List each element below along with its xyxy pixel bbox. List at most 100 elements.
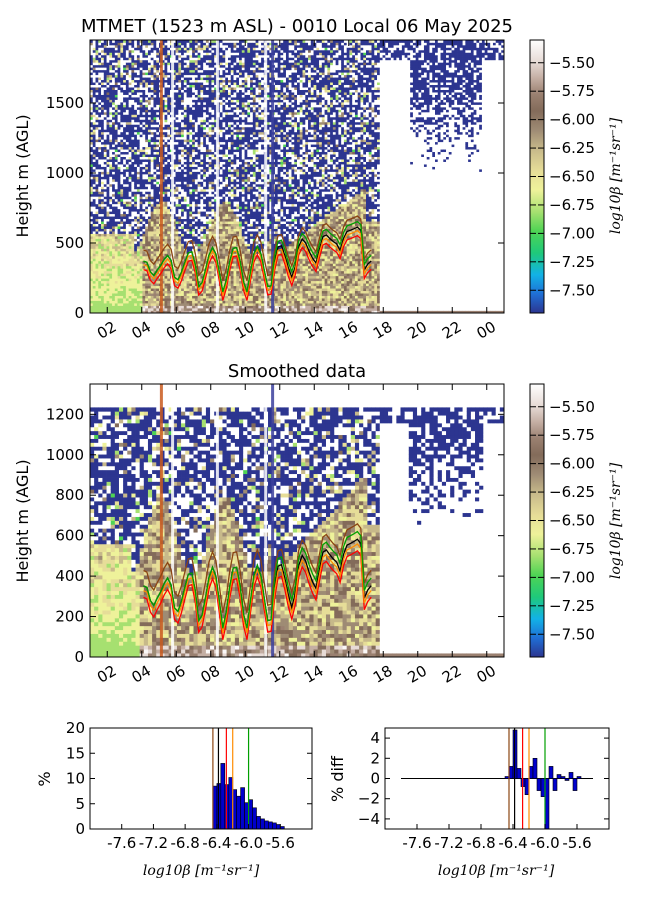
smoothed-ylabel: Height m (AGL) — [13, 459, 32, 582]
y-tick-label: 1000 — [46, 446, 84, 464]
y-tick-label: 0 — [75, 820, 85, 838]
raw-layer-lines — [143, 215, 372, 301]
colorbar-tick-label: −6.25 — [549, 483, 595, 501]
bar — [236, 795, 241, 830]
histogram-frame — [89, 727, 313, 830]
x-tick-label: 14 — [301, 662, 327, 687]
x-tick-label: -5.6 — [266, 834, 295, 852]
y-tick-label: 0 — [370, 770, 380, 788]
colorbar-tick-label: −7.00 — [549, 568, 595, 586]
y-tick-label: 2 — [370, 749, 380, 767]
x-tick-label: -5.6 — [562, 834, 591, 852]
y-tick-label: 1200 — [46, 405, 84, 423]
y-tick-label: 0 — [74, 304, 84, 322]
smoothed-layer-lines — [143, 523, 372, 640]
x-tick-label: 20 — [404, 662, 430, 687]
y-tick-label: 1500 — [46, 94, 84, 112]
histogram-xlabel: log10β [m⁻¹sr⁻¹] — [143, 863, 260, 879]
x-tick-label: -7.6 — [402, 834, 431, 852]
colorbar-tick-label: −6.00 — [549, 111, 595, 129]
layer-line-1 — [143, 234, 372, 301]
x-tick-label: 16 — [335, 662, 361, 687]
x-tick-label: 18 — [370, 318, 396, 343]
histogram-panel: -7.6 -7.2 -6.8 -6.4 -6.0 -5.6 0 5 10 15 20 — [66, 719, 313, 852]
smoothed-colorbar-label: log10β [m⁻¹sr⁻¹] — [608, 462, 624, 579]
bar — [275, 824, 281, 830]
diff-xlabel: log10β [m⁻¹sr⁻¹] — [438, 863, 555, 879]
x-tick-label: 08 — [197, 662, 223, 687]
diff-panel: -7.6 -7.2 -6.8 -6.4 -6.0 -5.6 −4 −2 0 2 4 — [358, 727, 610, 852]
x-tick-label: 04 — [128, 318, 154, 343]
layer-line-3 — [143, 523, 372, 613]
bar — [516, 768, 522, 779]
bar — [548, 766, 554, 779]
bar — [556, 774, 562, 779]
y-tick-label: 200 — [55, 608, 84, 626]
x-tick-label: 06 — [163, 662, 189, 687]
x-tick-label: -7.2 — [434, 834, 463, 852]
x-tick-label: 04 — [128, 662, 154, 687]
raw-colorbar-label: log10β [m⁻¹sr⁻¹] — [608, 117, 624, 234]
bar — [572, 778, 578, 791]
smoothed-colorbar: −5.50 −5.75 −6.00 −6.25 −6.50 −6.75 −7.00 −7.25… — [529, 383, 624, 658]
y-tick-label: 600 — [55, 527, 84, 545]
colorbar-tick-label: −6.00 — [549, 455, 595, 473]
x-tick-label: 20 — [404, 318, 430, 343]
bar — [564, 778, 570, 781]
bar — [552, 778, 558, 791]
x-tick-label: 10 — [232, 662, 258, 687]
x-tick-label: 06 — [163, 318, 189, 343]
colorbar-tick-label: −5.75 — [549, 426, 595, 444]
colorbar-tick-label: −7.50 — [549, 625, 595, 643]
raw-heatmap — [90, 40, 504, 313]
x-tick-label: 16 — [335, 318, 361, 343]
bar — [256, 816, 261, 830]
bar — [212, 785, 218, 830]
raw-colorbar-ticks: −5.50 −5.75 −6.00 −6.25 −6.50 −6.75 −7.00 −7.25… — [530, 54, 595, 299]
colorbar-tick-label: −6.75 — [549, 196, 595, 214]
x-tick-label: -7.6 — [107, 834, 136, 852]
x-tick-label: -6.0 — [530, 834, 559, 852]
colorbar-tick-label: −5.75 — [549, 82, 595, 100]
y-tick-label: 0 — [74, 648, 84, 666]
bar — [260, 818, 265, 830]
colorbar-tick-label: −7.50 — [549, 281, 595, 299]
colorbar-tick-label: −7.00 — [549, 224, 595, 242]
bar — [568, 772, 574, 779]
x-tick-label: 02 — [94, 318, 120, 343]
colorbar-tick-label: −6.50 — [549, 512, 595, 530]
diff-ylabel: % diff — [328, 755, 347, 802]
bar — [268, 821, 273, 830]
x-tick-label: 02 — [94, 662, 120, 687]
x-tick-label: 10 — [232, 318, 258, 343]
bar — [240, 787, 245, 830]
x-tick-label: -7.2 — [139, 834, 168, 852]
bar — [264, 820, 269, 830]
x-tick-label: 22 — [439, 662, 465, 687]
x-tick-label: -6.0 — [234, 834, 263, 852]
colorbar-tick-label: −5.50 — [549, 398, 595, 416]
smoothed-title: Smoothed data — [228, 361, 366, 382]
bar — [248, 799, 253, 830]
colorbar-tick-label: −6.50 — [549, 168, 595, 186]
raw-ylabel: Height m (AGL) — [13, 114, 32, 237]
x-tick-label: -6.8 — [466, 834, 495, 852]
layer-line-4 — [143, 530, 372, 629]
raw-plot-frame — [89, 39, 505, 314]
y-tick-label: 400 — [55, 567, 84, 585]
figure-title: MTMET (1523 m ASL) - 0010 Local 06 May 2… — [81, 16, 513, 37]
bar — [272, 822, 277, 830]
y-tick-label: −4 — [358, 810, 380, 828]
smoothed-colorbar-ticks: −5.50 −5.75 −6.00 −6.25 −6.50 −6.75 −7.00 −7.25… — [530, 398, 595, 643]
y-tick-label: 10 — [66, 770, 85, 788]
layer-line-1 — [143, 549, 372, 640]
bar — [220, 763, 226, 830]
y-tick-label: 4 — [370, 729, 380, 747]
colorbar-tick-label: −5.50 — [549, 54, 595, 72]
bar — [536, 778, 542, 791]
x-tick-label: 12 — [266, 662, 292, 687]
x-tick-label: -6.8 — [171, 834, 200, 852]
y-tick-label: 500 — [55, 234, 84, 252]
layer-line-2 — [143, 229, 372, 296]
